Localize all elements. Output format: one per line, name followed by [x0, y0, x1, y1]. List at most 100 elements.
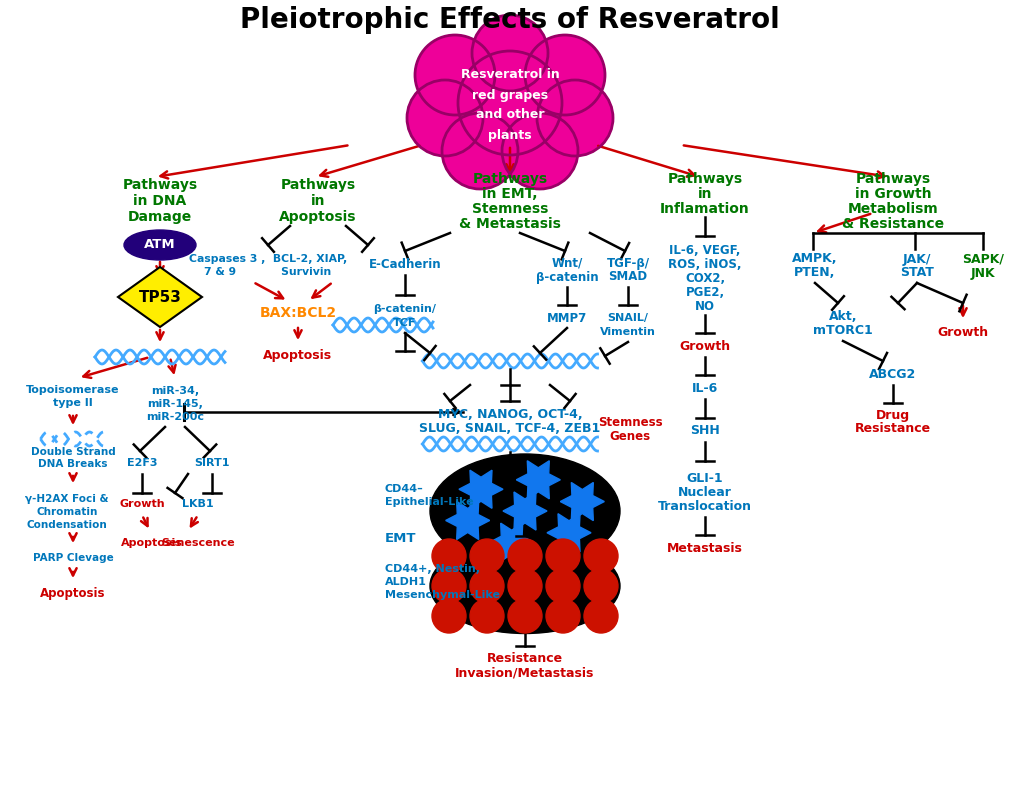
Text: Nuclear: Nuclear — [678, 485, 732, 499]
Circle shape — [536, 80, 612, 156]
Circle shape — [441, 113, 518, 189]
Text: TGF-β/: TGF-β/ — [606, 256, 649, 270]
Text: Resveratrol in: Resveratrol in — [461, 68, 558, 82]
Text: DNA Breaks: DNA Breaks — [38, 459, 108, 469]
Text: type II: type II — [53, 398, 93, 408]
Text: PARP Clevage: PARP Clevage — [33, 553, 113, 563]
Text: MMP7: MMP7 — [546, 312, 587, 324]
Polygon shape — [445, 501, 489, 539]
Text: plants: plants — [488, 128, 531, 141]
Text: JNK: JNK — [970, 266, 995, 279]
Text: ROS, iNOS,: ROS, iNOS, — [667, 258, 741, 270]
Polygon shape — [459, 470, 502, 508]
Text: & Metastasis: & Metastasis — [459, 217, 560, 231]
Text: ABCG2: ABCG2 — [868, 367, 916, 381]
Text: miR-200c: miR-200c — [146, 412, 204, 422]
Text: Stemness: Stemness — [472, 202, 547, 216]
Circle shape — [584, 539, 618, 573]
Text: miR-34,: miR-34, — [151, 386, 199, 396]
Polygon shape — [118, 267, 202, 327]
Text: SHH: SHH — [690, 424, 719, 438]
Text: Apoptosis: Apoptosis — [40, 587, 106, 600]
Circle shape — [470, 539, 503, 573]
Text: AMPK,: AMPK, — [792, 252, 837, 266]
Circle shape — [501, 113, 578, 189]
Text: Wnt/: Wnt/ — [551, 256, 582, 270]
Circle shape — [507, 539, 541, 573]
Circle shape — [432, 599, 466, 633]
Polygon shape — [559, 482, 603, 520]
Text: Metastasis: Metastasis — [666, 542, 742, 554]
Text: Resistance: Resistance — [486, 653, 562, 665]
Text: Double Strand: Double Strand — [31, 447, 115, 457]
Text: Inflamation: Inflamation — [659, 202, 749, 216]
Circle shape — [545, 569, 580, 603]
Text: Pathways: Pathways — [280, 178, 356, 192]
Text: E2F3: E2F3 — [126, 458, 157, 468]
Text: SAPK/: SAPK/ — [961, 252, 1003, 266]
Text: Metabolism: Metabolism — [847, 202, 937, 216]
Text: PTEN,: PTEN, — [794, 266, 835, 279]
Text: Invasion/Metastasis: Invasion/Metastasis — [454, 666, 594, 680]
Circle shape — [525, 35, 604, 115]
Text: Epithelial-Like: Epithelial-Like — [384, 497, 473, 507]
Text: in: in — [697, 187, 711, 201]
Circle shape — [415, 35, 494, 115]
Text: Vimentin: Vimentin — [599, 327, 655, 337]
Ellipse shape — [430, 538, 620, 634]
Text: Akt,: Akt, — [828, 311, 856, 324]
Circle shape — [545, 539, 580, 573]
Text: & Resistance: & Resistance — [841, 217, 944, 231]
Text: Resistance: Resistance — [854, 423, 930, 435]
Text: Apoptosis: Apoptosis — [263, 348, 332, 362]
Text: TP53: TP53 — [139, 289, 181, 305]
Text: and other: and other — [475, 109, 544, 121]
Polygon shape — [489, 523, 533, 561]
Text: Apoptosis: Apoptosis — [279, 210, 357, 224]
Text: Damage: Damage — [127, 210, 192, 224]
Text: SIRT1: SIRT1 — [194, 458, 229, 468]
Text: E-Cadherin: E-Cadherin — [368, 259, 441, 271]
Circle shape — [470, 569, 503, 603]
Polygon shape — [546, 514, 590, 552]
Text: in DNA: in DNA — [133, 194, 186, 208]
Text: GLI-1: GLI-1 — [686, 472, 722, 485]
Polygon shape — [516, 461, 559, 499]
Circle shape — [432, 539, 466, 573]
Text: 7 & 9            Survivin: 7 & 9 Survivin — [204, 267, 331, 277]
Text: MYC, NANOG, OCT-4,: MYC, NANOG, OCT-4, — [437, 408, 582, 420]
Text: TCF: TCF — [393, 318, 417, 328]
Text: Pleiotrophic Effects of Resveratrol: Pleiotrophic Effects of Resveratrol — [239, 6, 780, 34]
Text: ATM: ATM — [144, 239, 175, 251]
Text: in EMT,: in EMT, — [482, 187, 537, 201]
Text: Mesenchymal-Like: Mesenchymal-Like — [384, 590, 499, 600]
Ellipse shape — [430, 454, 620, 568]
Text: Translocation: Translocation — [657, 500, 751, 512]
Text: STAT: STAT — [899, 266, 933, 279]
Text: COX2,: COX2, — [685, 271, 725, 285]
Text: Stemness: Stemness — [597, 416, 661, 430]
Text: Pathways: Pathways — [122, 178, 198, 192]
Ellipse shape — [124, 230, 196, 260]
Circle shape — [584, 599, 618, 633]
Text: Genes: Genes — [608, 430, 650, 442]
Text: EMT: EMT — [384, 533, 416, 546]
Text: Topoisomerase: Topoisomerase — [26, 385, 119, 395]
Text: BAX:BCL2: BAX:BCL2 — [259, 306, 336, 320]
Text: miR-145,: miR-145, — [147, 399, 203, 409]
Circle shape — [458, 51, 561, 155]
Circle shape — [545, 599, 580, 633]
Circle shape — [507, 569, 541, 603]
Circle shape — [470, 599, 503, 633]
Text: IL-6: IL-6 — [691, 381, 717, 394]
Text: Caspases 3 ,  BCL-2, XIAP,: Caspases 3 , BCL-2, XIAP, — [189, 254, 346, 264]
Text: PGE2,: PGE2, — [685, 285, 723, 298]
Text: ALDH1: ALDH1 — [384, 577, 427, 587]
Text: SMAD: SMAD — [608, 270, 647, 284]
Text: JAK/: JAK/ — [902, 252, 930, 266]
Text: γ-H2AX Foci &: γ-H2AX Foci & — [25, 494, 109, 504]
Text: Pathways: Pathways — [666, 172, 742, 186]
Text: β-catenin: β-catenin — [535, 270, 598, 284]
Text: Apoptosis: Apoptosis — [121, 538, 182, 548]
Text: mTORC1: mTORC1 — [812, 324, 872, 338]
